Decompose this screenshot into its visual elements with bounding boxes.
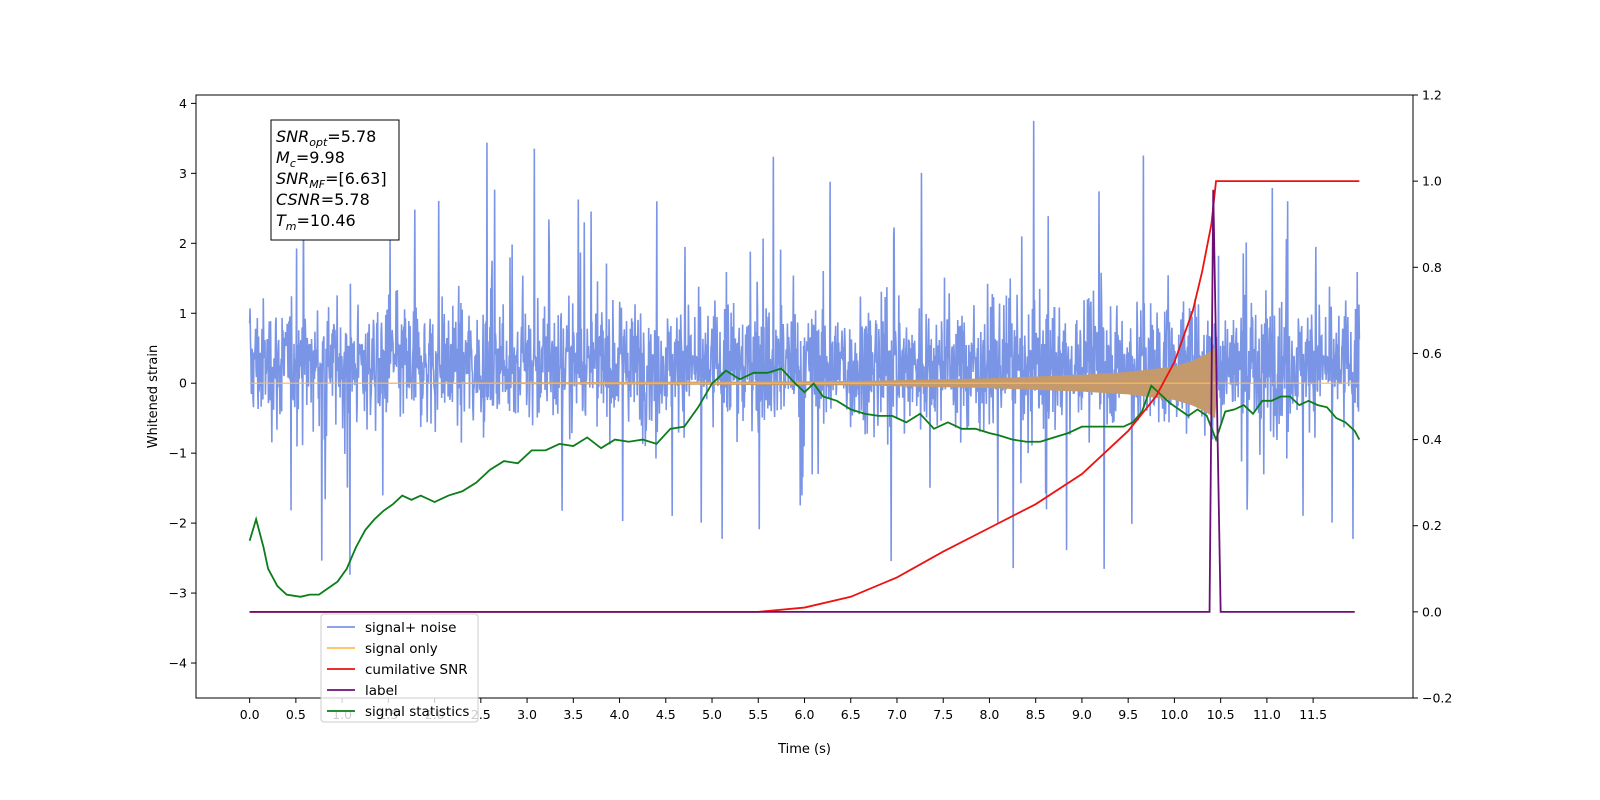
right-y-tick-label: 1.2 [1422,88,1442,103]
legend-label: signal statistics [365,704,469,720]
x-tick-label: 5.0 [702,707,722,722]
x-tick-label: 3.0 [517,707,537,722]
x-tick-label: 5.5 [748,707,768,722]
legend-label: label [365,683,398,699]
series-label [249,189,1355,613]
x-tick-label: 9.0 [1072,707,1092,722]
x-tick-label: 11.5 [1299,707,1327,722]
x-tick-label: 8.0 [980,707,1000,722]
x-tick-label: 9.5 [1118,707,1138,722]
right-y-tick-label: 0.6 [1422,346,1442,361]
right-y-axis: 1.2 1.0 0.8 0.6 0.4 0.2 0.0 −0.2 [1413,88,1452,706]
right-y-tick-label: 0.2 [1422,518,1442,533]
left-y-tick-label: 3 [179,166,187,181]
stat-line: SNRopt=5.78 [276,127,376,149]
left-y-tick-label: −2 [169,516,187,531]
x-tick-label: 11.0 [1253,707,1281,722]
stat-line: Mc=9.98 [276,148,345,170]
left-y-tick-label: 1 [179,306,187,321]
series-cumulative-snr [249,180,1360,613]
left-y-tick-label: −4 [169,656,187,671]
x-tick-label: 10.0 [1160,707,1188,722]
legend-label: signal+ noise [365,620,456,636]
x-tick-label: 4.0 [610,707,630,722]
series-signal-statistics [248,367,1361,598]
x-tick-label: 6.5 [841,707,861,722]
right-y-tick-label: 0.8 [1422,260,1442,275]
x-tick-label: 7.0 [887,707,907,722]
x-tick-label: 3.5 [563,707,583,722]
right-y-tick-label: 1.0 [1422,174,1442,189]
left-y-tick-label: 0 [179,376,187,391]
right-y-tick-label: 0.4 [1422,432,1442,447]
x-tick-label: 0.0 [240,707,260,722]
stat-line: Tm=10.46 [276,211,356,233]
right-y-tick-label: 0.0 [1422,604,1442,619]
right-y-tick-label: −0.2 [1422,691,1452,706]
x-tick-label: 4.5 [656,707,676,722]
stat-line: CSNR=5.78 [276,190,370,209]
left-y-tick-label: 2 [179,236,187,251]
stat-line: SNRMF=[6.63] [276,169,387,191]
legend-label: signal only [365,641,438,657]
legend: signal+ noise signal only cumilative SNR la… [320,613,479,723]
left-y-tick-label: −1 [169,446,187,461]
legend-frame [320,613,479,723]
left-y-tick-label: −3 [169,586,187,601]
x-axis-label: Time (s) [777,742,831,757]
x-tick-label: 0.5 [286,707,306,722]
legend-label: cumilative SNR [365,662,468,678]
y-axis-label: Whitened strain [146,345,161,448]
x-tick-label: 10.5 [1207,707,1235,722]
left-y-tick-label: 4 [179,96,187,111]
stats-box-frame [270,119,400,241]
plot-area [248,120,1361,613]
x-tick-label: 7.5 [933,707,953,722]
series-signal-noise [248,120,1361,575]
x-tick-label: 6.0 [795,707,815,722]
x-tick-label: 8.5 [1026,707,1046,722]
left-y-axis: 4 3 2 1 0 −1 −2 −3 −4 [169,96,196,671]
